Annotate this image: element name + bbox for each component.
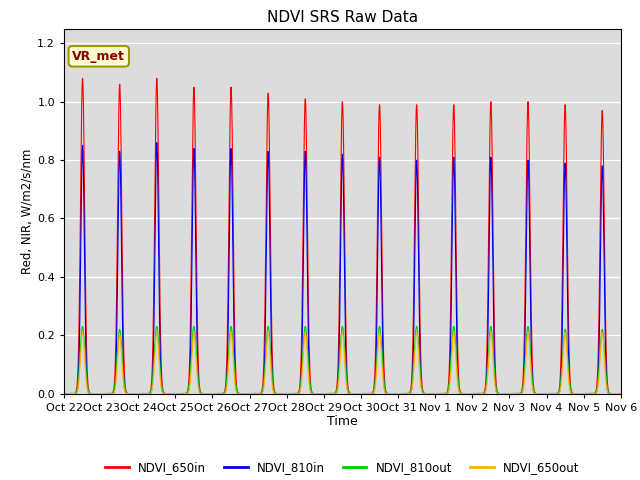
Title: NDVI SRS Raw Data: NDVI SRS Raw Data (267, 10, 418, 25)
X-axis label: Time: Time (327, 415, 358, 429)
Y-axis label: Red, NIR, W/m2/s/nm: Red, NIR, W/m2/s/nm (20, 148, 33, 274)
Text: VR_met: VR_met (72, 50, 125, 63)
Legend: NDVI_650in, NDVI_810in, NDVI_810out, NDVI_650out: NDVI_650in, NDVI_810in, NDVI_810out, NDV… (100, 456, 584, 479)
